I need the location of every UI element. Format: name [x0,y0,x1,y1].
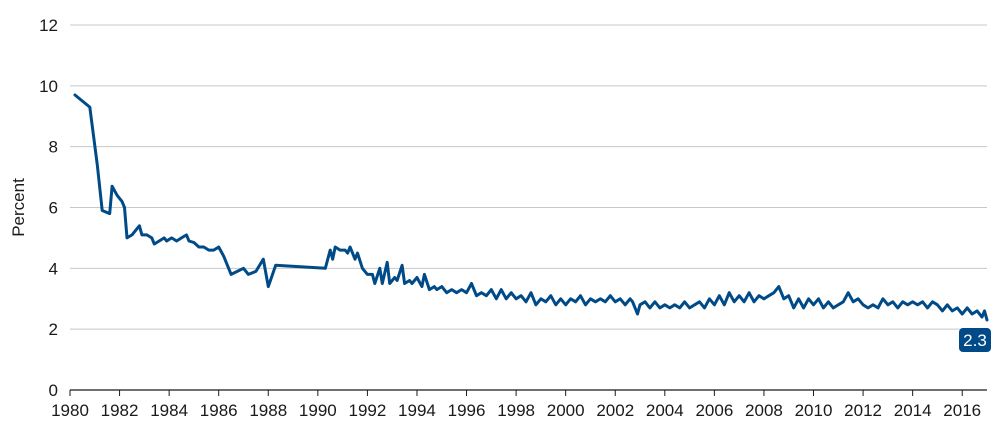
x-tick-label: 1990 [299,401,337,420]
y-tick-label: 0 [49,381,58,400]
last-value-badge-background [959,328,991,353]
y-axis-label: Percent [9,178,28,237]
x-tick-label: 1996 [448,401,486,420]
x-tick-label: 2010 [795,401,833,420]
series-line [73,93,989,322]
last-value-label: 2.3 [963,331,987,350]
y-axis-ticks: 0 2 4 6 8 10 12 [39,16,58,400]
x-tick-label: 2006 [695,401,733,420]
last-value-badge: 2.3 [959,328,991,353]
y-tick-label: 12 [39,16,58,35]
y-tick-label: 10 [39,77,58,96]
x-tick-label: 2004 [646,401,684,420]
gridlines [70,24,987,330]
x-tick-label: 2008 [745,401,783,420]
x-tick-label: 1980 [51,401,89,420]
x-tick-label: 1984 [150,401,188,420]
x-axis-ticks: 1980 1982 1984 1986 1988 1990 1992 1994 1996 1998… [51,390,981,420]
x-tick-label: 1998 [497,401,535,420]
y-tick-label: 8 [49,138,58,157]
x-tick-label: 1982 [101,401,139,420]
x-tick-label: 2000 [547,401,585,420]
x-tick-label: 1992 [348,401,386,420]
y-tick-label: 4 [49,259,58,278]
y-tick-label: 2 [49,320,58,339]
x-tick-label: 2002 [596,401,634,420]
x-tick-label: 1988 [249,401,287,420]
y-tick-label: 6 [49,199,58,218]
x-tick-label: 2014 [894,401,932,420]
x-tick-label: 1994 [398,401,436,420]
x-tick-label: 1986 [200,401,238,420]
x-tick-label: 2012 [844,401,882,420]
x-tick-label: 2016 [943,401,981,420]
